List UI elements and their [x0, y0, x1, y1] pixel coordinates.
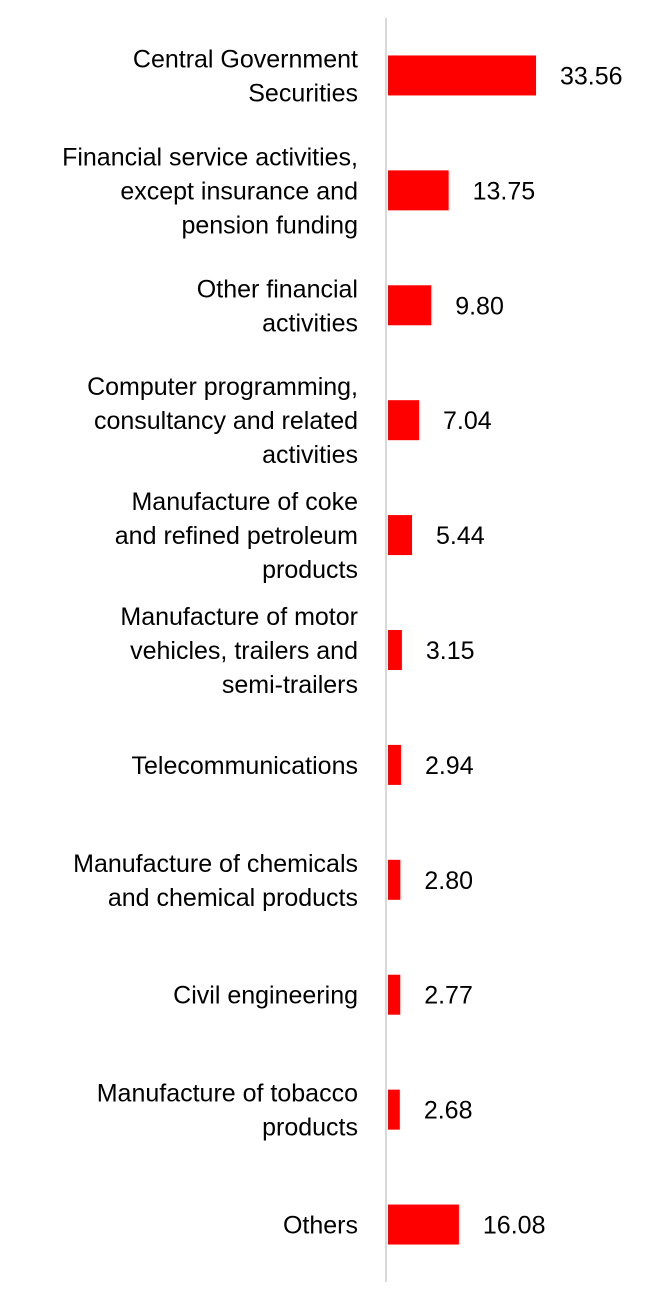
category-label-line: products: [262, 556, 358, 584]
category-label-line: pension funding: [181, 211, 358, 239]
bar: [388, 515, 412, 556]
category-label-line: activities: [262, 309, 358, 337]
category-label-line: Civil engineering: [173, 982, 358, 1010]
category-label-line: Manufacture of tobacco: [97, 1080, 358, 1108]
category-label-line: products: [262, 1114, 358, 1142]
value-label: 16.08: [483, 1212, 546, 1240]
bar: [388, 400, 420, 441]
bar: [388, 285, 432, 326]
value-labels-group: 33.56 13.75 9.80 7.04 5.44 3.15 2.94 2.80 2.77 2.…: [424, 62, 623, 1239]
category-label: Telecommunications: [132, 752, 359, 780]
category-label-line: Others: [283, 1212, 358, 1240]
category-label: Manufacture of coke and refined petroleum…: [115, 488, 358, 584]
bar: [388, 859, 401, 900]
category-label-line: activities: [262, 441, 358, 469]
category-label: Manufacture of motor vehicles, trailers a…: [120, 603, 358, 699]
category-label: Computer programming, consultancy and rel…: [87, 373, 358, 469]
category-label-line: vehicles, trailers and: [130, 637, 358, 665]
category-label: Financial service activities, except insu…: [62, 143, 358, 239]
value-label: 2.68: [424, 1097, 473, 1125]
bar: [388, 974, 401, 1015]
value-label: 2.94: [425, 752, 474, 780]
bar: [388, 744, 401, 785]
category-label: Central Government Securities: [133, 45, 358, 107]
bar: [388, 1204, 459, 1245]
category-label-line: and refined petroleum: [115, 522, 358, 550]
bar: [388, 55, 536, 96]
category-label: Others: [283, 1212, 358, 1240]
category-label-line: Computer programming,: [87, 373, 358, 401]
value-label: 2.80: [424, 867, 473, 895]
value-label: 5.44: [436, 522, 485, 550]
value-label: 9.80: [455, 292, 504, 320]
bars-group: [388, 55, 536, 1245]
category-label-line: consultancy and related: [94, 407, 358, 435]
bar: [388, 170, 449, 211]
category-label-line: Central Government: [133, 45, 358, 73]
category-label: Civil engineering: [173, 982, 358, 1010]
category-label: Manufacture of chemicals and chemical pro…: [73, 850, 358, 912]
bar: [388, 630, 402, 670]
value-label: 33.56: [560, 62, 623, 90]
category-label-line: semi-trailers: [222, 671, 358, 699]
category-label-line: except insurance and: [120, 177, 358, 205]
category-label-line: Other financial: [197, 275, 358, 303]
category-label: Other financial activities: [197, 275, 358, 337]
category-label: Manufacture of tobacco products: [97, 1080, 358, 1142]
category-labels-group: Central Government Securities Financial se…: [62, 45, 358, 1239]
category-label-line: Manufacture of motor: [120, 603, 358, 631]
category-label-line: and chemical products: [108, 884, 358, 912]
category-label-line: Manufacture of chemicals: [73, 850, 358, 878]
value-label: 13.75: [473, 177, 536, 205]
value-label: 3.15: [426, 637, 475, 665]
category-label-line: Securities: [248, 79, 358, 107]
category-label-line: Financial service activities,: [62, 143, 358, 171]
value-label: 2.77: [424, 982, 473, 1010]
bar: [388, 1089, 400, 1130]
category-label-line: Telecommunications: [132, 752, 359, 780]
value-label: 7.04: [443, 407, 492, 435]
category-label-line: Manufacture of coke: [131, 488, 358, 516]
